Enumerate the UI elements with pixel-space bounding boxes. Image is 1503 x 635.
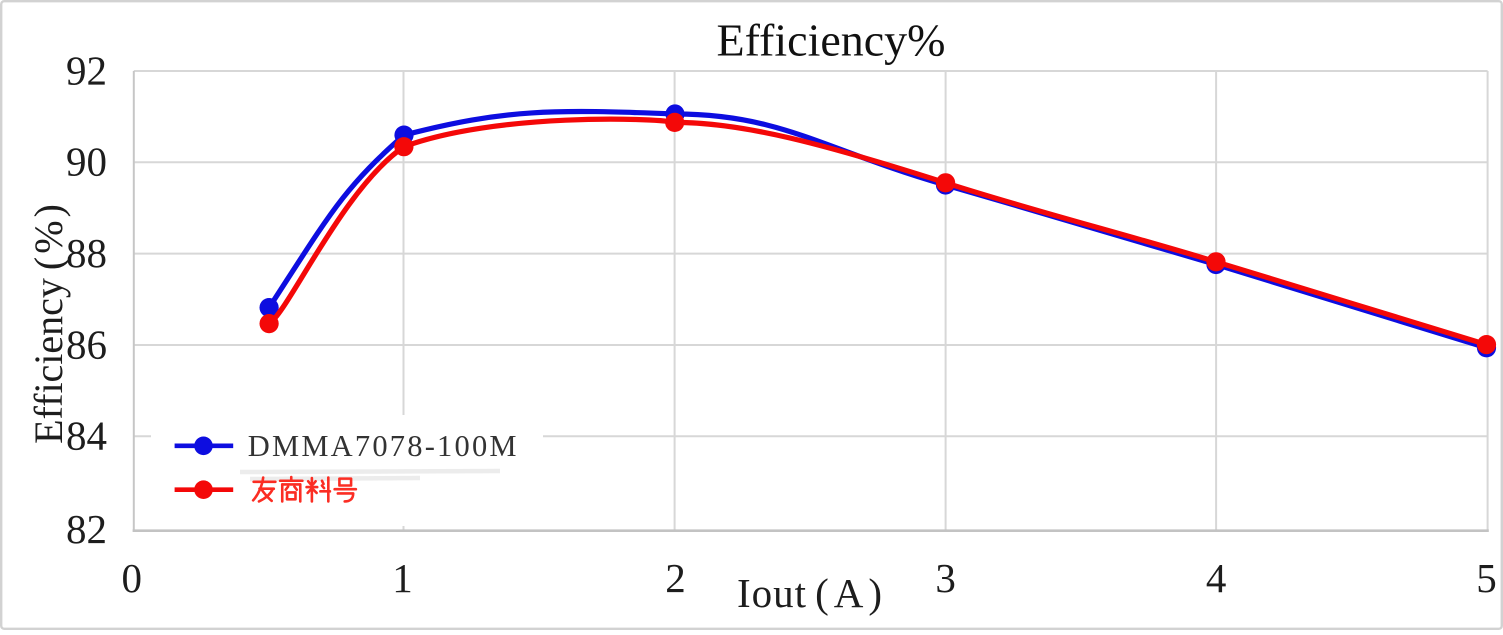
svg-text:DMMA7078-100M: DMMA7078-100M — [248, 429, 519, 463]
svg-text:86: 86 — [66, 321, 107, 367]
svg-text:Efficiency%: Efficiency% — [716, 15, 945, 66]
svg-text:0: 0 — [122, 555, 143, 601]
svg-text:Efficiency(%): Efficiency(%) — [26, 204, 71, 444]
svg-text:92: 92 — [66, 47, 107, 93]
svg-text:90: 90 — [66, 139, 107, 185]
svg-text:1: 1 — [392, 555, 413, 601]
svg-text:5: 5 — [1476, 555, 1497, 601]
svg-text:4: 4 — [1206, 555, 1227, 601]
svg-text:3: 3 — [935, 555, 956, 601]
svg-text:82: 82 — [66, 506, 107, 552]
svg-text:88: 88 — [66, 230, 107, 276]
svg-text:2: 2 — [665, 555, 686, 601]
svg-text:84: 84 — [66, 413, 107, 459]
